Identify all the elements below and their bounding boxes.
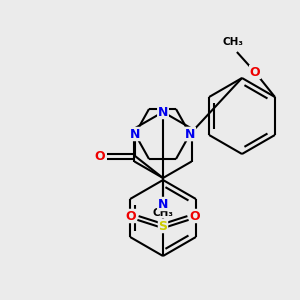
Text: O: O <box>95 149 105 163</box>
Text: O: O <box>190 209 200 223</box>
Text: N: N <box>185 128 195 140</box>
Text: N: N <box>130 128 140 140</box>
Text: N: N <box>158 197 168 211</box>
Text: CH₃: CH₃ <box>152 208 173 218</box>
Text: O: O <box>126 209 136 223</box>
Text: O: O <box>126 209 136 223</box>
Text: O: O <box>95 149 105 163</box>
Text: O: O <box>250 65 260 79</box>
Text: N: N <box>158 106 168 118</box>
Text: S: S <box>158 220 167 232</box>
Text: N: N <box>185 128 195 140</box>
Text: N: N <box>130 128 140 140</box>
Text: N: N <box>185 128 195 140</box>
Text: S: S <box>158 220 167 232</box>
Text: CH₃: CH₃ <box>222 37 243 47</box>
Text: N: N <box>158 197 168 211</box>
Text: O: O <box>190 209 200 223</box>
Text: N: N <box>158 106 168 118</box>
Text: O: O <box>250 65 260 79</box>
